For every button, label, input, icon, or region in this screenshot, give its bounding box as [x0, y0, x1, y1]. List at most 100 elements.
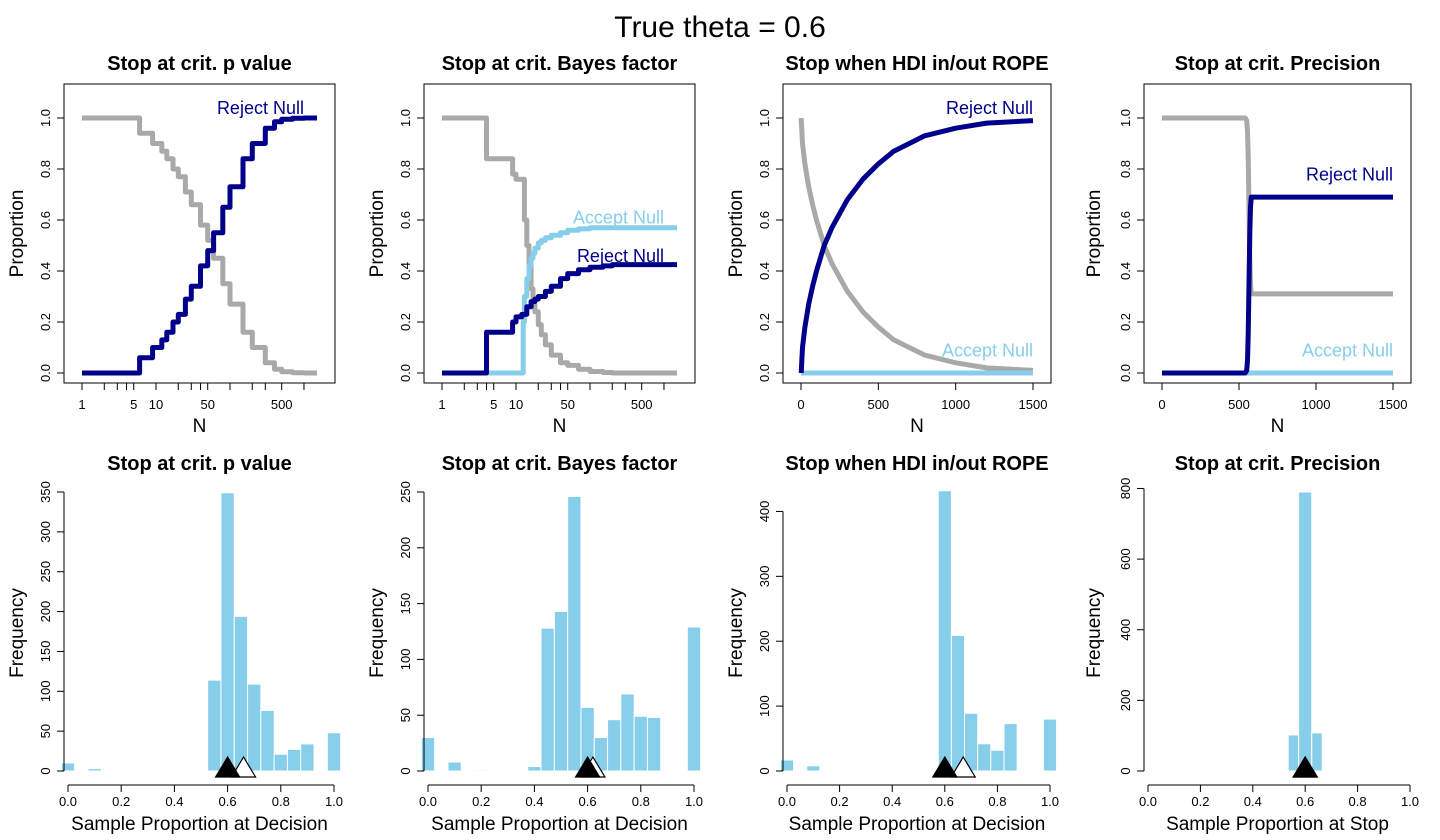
series-line-reject-null — [442, 262, 677, 376]
x-tick-label: 0.2 — [831, 794, 849, 809]
y-tick-label: 0.8 — [1118, 160, 1133, 178]
figure-title: True theta = 0.6 — [614, 11, 826, 44]
y-axis-label: Proportion — [726, 190, 747, 278]
triangle-open-marker — [950, 755, 977, 778]
x-axis-label: N — [910, 416, 924, 437]
panel-h3: Stop when HDI in/out ROPE Frequency Sample… — [726, 453, 1059, 835]
y-tick-label: 0.2 — [38, 313, 53, 331]
panel-title: Stop at crit. p value — [107, 453, 291, 475]
x-axis-label: Sample Proportion at Decision — [71, 814, 328, 835]
y-tick-label: 1.0 — [1118, 109, 1133, 127]
x-axis-label: N — [193, 416, 207, 437]
y-tick-label: 300 — [757, 565, 772, 587]
histogram-bar — [540, 627, 555, 772]
histogram-bar — [474, 769, 489, 772]
y-axis-label: Frequency — [1084, 588, 1105, 678]
y-axis-label: Frequency — [367, 588, 388, 678]
panel-h1: Stop at crit. p value Frequency Sample Pro… — [7, 453, 343, 835]
y-tick-label: 0 — [38, 767, 53, 774]
y-axis-label: Frequency — [7, 588, 28, 678]
x-tick-label: 0.8 — [632, 794, 650, 809]
y-tick-label: 100 — [38, 680, 53, 702]
x-tick-label: 1000 — [941, 397, 970, 412]
y-tick-label: 0.0 — [38, 364, 53, 382]
y-tick-label: 800 — [1118, 478, 1133, 500]
histogram-bar — [567, 495, 582, 772]
x-axis-label: Sample Proportion at Decision — [431, 814, 688, 835]
histogram-bar — [937, 490, 952, 772]
plot-frame — [423, 83, 696, 384]
y-tick-label: 0.0 — [1118, 364, 1133, 382]
histogram-bar — [220, 492, 235, 772]
series-label: Accept Null — [942, 340, 1033, 360]
triangle-filled-marker — [214, 755, 241, 778]
x-axis-label: Sample Proportion at Decision — [789, 814, 1046, 835]
y-tick-label: 50 — [38, 724, 53, 738]
x-tick-label: 0.4 — [525, 794, 543, 809]
x-tick-label: 1.0 — [325, 794, 343, 809]
y-tick-label: 150 — [38, 641, 53, 663]
x-tick-label: 0.6 — [579, 794, 597, 809]
x-tick-label: 500 — [1228, 397, 1250, 412]
x-tick-label: 1.0 — [1401, 794, 1419, 809]
x-tick-label: 1 — [78, 397, 85, 412]
y-tick-label: 0.6 — [38, 211, 53, 229]
series-label: Reject Null — [946, 98, 1033, 118]
x-tick-label: 1500 — [1379, 397, 1408, 412]
x-tick-label: 0.2 — [1191, 794, 1209, 809]
histogram-bar — [87, 768, 102, 772]
x-tick-label: 1000 — [1302, 397, 1331, 412]
x-tick-label: 0.8 — [272, 794, 290, 809]
x-tick-label: 1.0 — [685, 794, 703, 809]
x-tick-label: 5 — [490, 397, 497, 412]
x-axis-label: Sample Proportion at Stop — [1166, 814, 1389, 835]
x-tick-label: 0.0 — [1139, 794, 1157, 809]
histogram-bar — [950, 634, 966, 772]
y-tick-label: 0.6 — [398, 211, 413, 229]
y-tick-label: 0.8 — [757, 160, 772, 178]
y-tick-label: 200 — [1118, 690, 1133, 712]
y-tick-label: 100 — [398, 649, 413, 671]
y-tick-label: 50 — [398, 708, 413, 722]
x-tick-label: 0.4 — [883, 794, 901, 809]
histogram-bar — [260, 709, 275, 772]
histogram-bar — [1003, 723, 1018, 772]
histogram-bar — [300, 743, 315, 772]
panel-title: Stop at crit. Precision — [1175, 453, 1381, 475]
y-tick-label: 0.4 — [1118, 262, 1133, 280]
x-tick-label: 1 — [438, 397, 445, 412]
panel-title: Stop at crit. p value — [107, 53, 291, 75]
y-tick-label: 1.0 — [398, 109, 413, 127]
y-tick-label: 0 — [1118, 767, 1133, 774]
y-tick-label: 0.4 — [38, 262, 53, 280]
histogram-bar — [233, 615, 249, 772]
plot-frame — [63, 83, 336, 384]
series-line-reject-null — [82, 115, 317, 376]
y-tick-label: 1.0 — [757, 109, 772, 127]
series-line-undecided — [442, 115, 677, 376]
y-tick-label: 200 — [398, 537, 413, 559]
x-tick-label: 0.2 — [472, 794, 490, 809]
x-tick-label: 0.8 — [988, 794, 1006, 809]
histogram-bar — [1042, 718, 1058, 772]
histogram-bar — [527, 766, 542, 772]
x-tick-label: 500 — [631, 397, 653, 412]
y-tick-label: 0.2 — [1118, 313, 1133, 331]
panel-title: Stop at crit. Precision — [1175, 53, 1381, 75]
x-tick-label: 500 — [271, 397, 293, 412]
y-tick-label: 0.6 — [757, 211, 772, 229]
triangle-filled-marker — [574, 755, 601, 778]
histogram-bar — [1311, 732, 1323, 772]
x-tick-label: 0.4 — [1244, 794, 1262, 809]
y-axis-label: Proportion — [367, 190, 388, 278]
y-tick-label: 0.2 — [398, 313, 413, 331]
series-label: Reject Null — [1306, 164, 1393, 184]
panel-p2: Stop at crit. Bayes factor Proportion N 0.0… — [367, 53, 696, 437]
x-tick-label: 0.6 — [936, 794, 954, 809]
y-axis-label: Frequency — [726, 588, 747, 678]
y-tick-label: 0 — [398, 767, 413, 774]
x-tick-label: 0.6 — [219, 794, 237, 809]
triangle-open-marker — [230, 755, 257, 778]
y-tick-label: 100 — [757, 695, 772, 717]
